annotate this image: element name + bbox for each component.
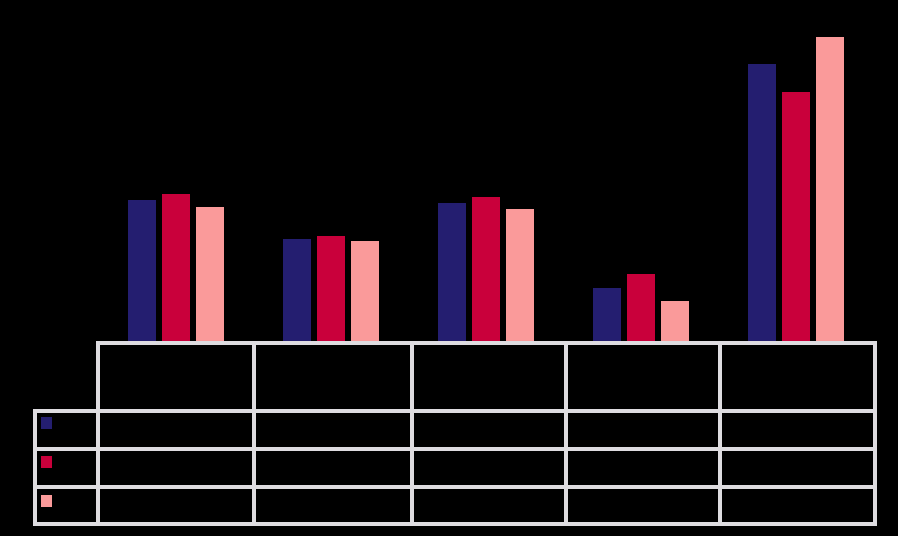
bar-group-2-navy	[283, 239, 311, 341]
bar-group-3-crimson	[472, 197, 500, 341]
bar-group-2-crimson	[317, 236, 345, 341]
bar-group-5-navy	[748, 64, 776, 341]
table-column-line	[96, 341, 100, 526]
bar-group-3-pink	[506, 209, 534, 341]
table-column-line	[252, 341, 256, 526]
table-row-line	[33, 522, 877, 526]
table-top-border	[96, 341, 877, 345]
bar-group-3-navy	[438, 203, 466, 341]
table-column-line	[873, 341, 877, 526]
table-row-line	[33, 485, 877, 489]
table-column-line	[410, 341, 414, 526]
table-row-line	[33, 447, 877, 451]
legend-key-pink	[41, 495, 52, 507]
legend-key-navy	[41, 417, 52, 429]
bar-group-4-navy	[593, 288, 621, 341]
legend-column-left-border	[33, 409, 37, 526]
table-column-line	[718, 341, 722, 526]
bar-group-4-crimson	[627, 274, 655, 341]
bar-group-5-crimson	[782, 92, 810, 341]
bar-group-1-pink	[196, 207, 224, 341]
table-column-line	[564, 341, 568, 526]
legend-key-crimson	[41, 456, 52, 468]
bar-group-2-pink	[351, 241, 379, 341]
bar-group-1-crimson	[162, 194, 190, 341]
bar-group-5-pink	[816, 37, 844, 341]
table-row-line	[33, 409, 877, 413]
bar-group-1-navy	[128, 200, 156, 341]
bar-group-4-pink	[661, 301, 689, 341]
